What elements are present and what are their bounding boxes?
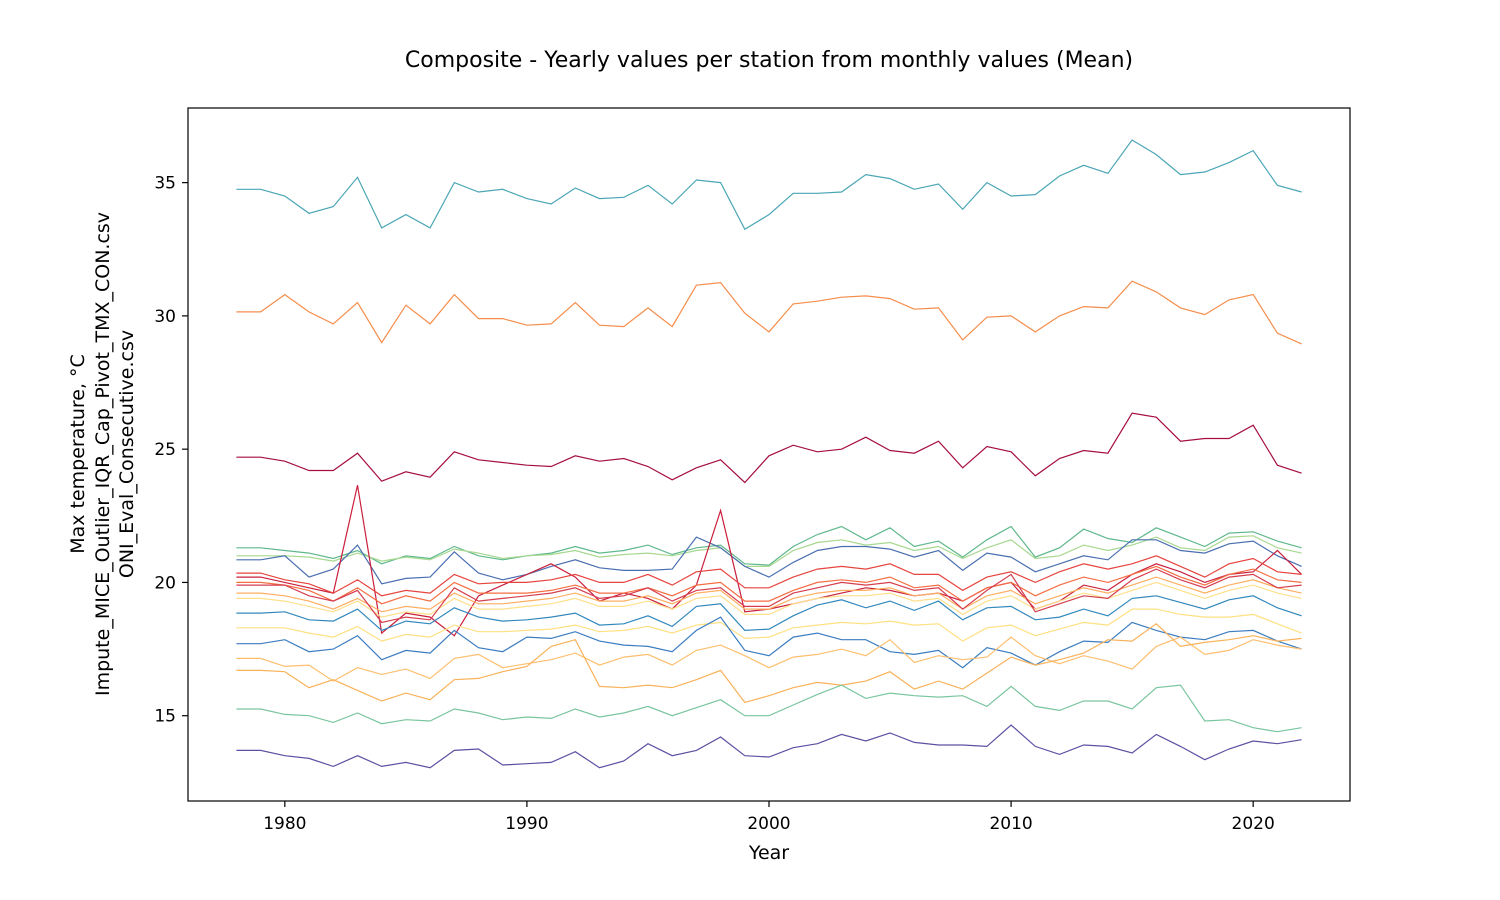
y-axis-label-line-1: Max temperature, °C <box>67 354 89 554</box>
series-line-station-17b <box>236 636 1302 682</box>
series-line-station-21c <box>236 536 1302 585</box>
y-axis-label-line-3: ONI_Eval_Consecutive.csv <box>116 330 138 578</box>
y-axis-label-line-2: Impute_MICE_Outlier_IQR_Cap_Pivot_TMX_CO… <box>92 212 114 696</box>
y-tick-label: 20 <box>154 573 176 593</box>
series-line-station-15 <box>236 684 1302 733</box>
series-line-station-30 <box>236 280 1302 345</box>
series-line-station-20b <box>236 565 1302 605</box>
x-tick-label: 1990 <box>505 814 548 834</box>
series-line-station-19 <box>236 595 1302 632</box>
y-tick-label: 25 <box>154 440 176 460</box>
plot-area <box>236 139 1303 769</box>
chart-title: Composite - Yearly values per station fr… <box>405 48 1133 73</box>
series-line-station-20a <box>236 555 1302 597</box>
series-line-station-18a <box>236 608 1302 642</box>
x-tick-label: 2000 <box>747 814 790 834</box>
x-axis-label: Year <box>748 842 789 864</box>
series-line-station-20c <box>236 576 1302 613</box>
series-line-station-25 <box>236 412 1302 484</box>
series-line-station-14 <box>236 724 1302 769</box>
x-axis: 1980 1990 2000 2010 2020 <box>263 801 1275 834</box>
series-line-station-21a <box>236 525 1302 566</box>
series-line-station-17c <box>236 623 1302 704</box>
series-line-station-20d <box>236 581 1302 618</box>
y-tick-label: 30 <box>154 307 176 327</box>
x-tick-label: 2010 <box>989 814 1032 834</box>
x-tick-label: 1980 <box>263 814 306 834</box>
x-tick-label: 2020 <box>1232 814 1275 834</box>
series-line-station-17a <box>236 616 1302 669</box>
y-tick-label: 15 <box>154 707 176 727</box>
series-line-station-35 <box>236 139 1302 231</box>
y-axis: 15 20 25 30 35 <box>154 174 188 727</box>
series-line-station-20e <box>236 568 1302 624</box>
y-tick-label: 35 <box>154 174 176 194</box>
